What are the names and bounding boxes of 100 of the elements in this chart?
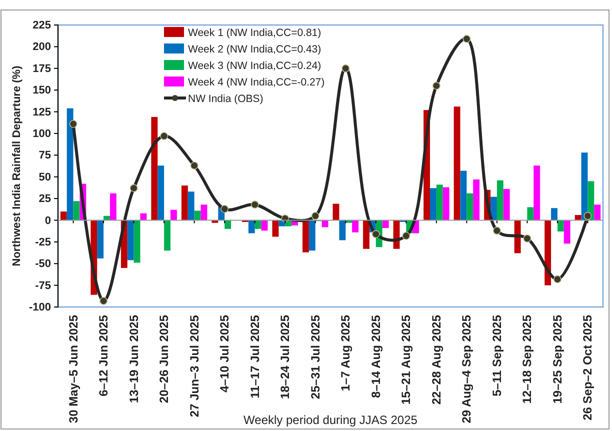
y-tick-label: 100 (32, 128, 51, 140)
point (160, 132, 168, 140)
x-tick-label: 15–21 Aug 2025 (399, 314, 414, 405)
x-tick-label: 22–28 Aug 2025 (429, 314, 444, 405)
bar (66, 108, 74, 220)
point (220, 204, 229, 213)
bar (170, 210, 177, 220)
point (584, 212, 592, 220)
point (553, 275, 562, 284)
x-tick-label: 27 Jun–3 Jul 2025 (187, 314, 202, 418)
point (462, 34, 471, 43)
y-tick-label: 200 (32, 41, 51, 54)
bar (430, 188, 436, 220)
bar (127, 220, 134, 260)
y-tick-label: 50 (38, 171, 51, 184)
bar (473, 179, 480, 220)
y-tick-label: -50 (35, 258, 51, 270)
y-tick-label: 125 (32, 106, 51, 118)
bar (97, 220, 104, 258)
bar (261, 220, 268, 231)
bar (134, 220, 140, 263)
bar (151, 116, 158, 220)
point (402, 232, 410, 240)
bar (224, 220, 232, 229)
point (311, 212, 320, 220)
x-tick-label: 25–31 Jul 2025 (308, 314, 322, 400)
x-axis-title: Weekly period during JJAS 2025 (244, 413, 418, 427)
legend-label: Week 4 (NW India,CC=-0.27) (188, 76, 325, 88)
point (432, 82, 440, 90)
y-tick-label: -100 (28, 302, 51, 314)
legend-label: Week 3 (NW India,CC=0.24) (188, 60, 322, 72)
bar (194, 210, 201, 220)
legend-label: NW India (OBS) (188, 93, 264, 105)
bar (188, 192, 194, 220)
x-tick-label: 6–12 Jun 2025 (96, 314, 111, 396)
bar (308, 220, 316, 251)
x-tick-label: 26 Sep–2 Oct 2025 (580, 314, 595, 420)
bar (514, 220, 521, 254)
x-tick-label: 8–14 Aug 2025 (368, 314, 383, 398)
bar (73, 201, 80, 220)
bar (382, 220, 389, 228)
bar (466, 193, 474, 220)
x-tick-label: 29 Aug–4 Sep 2025 (460, 314, 474, 424)
point (342, 64, 350, 72)
bar (544, 220, 552, 286)
x-tick-label: 4–10 Jul 2025 (218, 314, 232, 392)
bar (496, 180, 504, 220)
point (492, 226, 501, 235)
bar (302, 220, 309, 252)
y-tick-label: 25 (38, 193, 51, 206)
bar (460, 170, 467, 220)
point (523, 234, 532, 242)
bar (254, 220, 262, 229)
bar (594, 204, 601, 220)
y-tick-label: -75 (35, 280, 51, 292)
bar (248, 220, 255, 234)
bar (527, 207, 534, 220)
x-tick-label: 1–7 Aug 2025 (338, 314, 353, 392)
point (100, 296, 108, 305)
x-tick-label: 30 May–5 Jun 2025 (66, 314, 80, 424)
bar (158, 166, 164, 220)
point (250, 200, 259, 209)
bar (332, 204, 340, 220)
point (69, 120, 78, 128)
bar (557, 220, 564, 232)
y-tick-label: 0 (44, 214, 51, 227)
legend-label: Week 1 (NW India,CC=0.81) (188, 27, 322, 39)
bar (181, 186, 188, 220)
bar (339, 220, 346, 240)
bar (110, 193, 116, 220)
point (190, 162, 198, 170)
bar (442, 187, 450, 220)
y-axis-title: Northwest India Rainfall Departure (%) (11, 65, 23, 266)
x-tick-label: 18–24 Jul 2025 (278, 314, 292, 400)
bar (454, 106, 460, 220)
bar (534, 166, 540, 220)
bar (551, 208, 558, 220)
x-tick-label: 12–18 Sep 2025 (520, 314, 534, 404)
x-tick-label: 20–26 Jun 2025 (157, 314, 172, 404)
y-tick-label: 175 (32, 62, 51, 75)
y-tick-label: -25 (35, 236, 51, 248)
bar (490, 196, 497, 220)
y-tick-label: 75 (38, 150, 51, 162)
bar (564, 220, 570, 244)
bar (272, 220, 279, 237)
x-tick-label: 5–11 Sep 2025 (490, 314, 504, 396)
bar (164, 220, 170, 251)
x-tick-label: 19–25 Sep 2025 (550, 314, 564, 404)
x-tick-label: 13–19 Jun 2025 (126, 314, 141, 404)
bar (363, 220, 370, 249)
x-tick-label: 11–17 Jul 2025 (248, 314, 262, 398)
y-tick-label: 225 (32, 20, 51, 32)
y-tick-label: 150 (32, 84, 51, 97)
point (372, 230, 380, 238)
bar (503, 188, 510, 220)
point (130, 184, 138, 192)
legend-label: Week 2 (NW India,CC=0.43) (188, 44, 322, 56)
bar (436, 184, 443, 220)
bar (200, 204, 208, 220)
bar (352, 220, 358, 232)
